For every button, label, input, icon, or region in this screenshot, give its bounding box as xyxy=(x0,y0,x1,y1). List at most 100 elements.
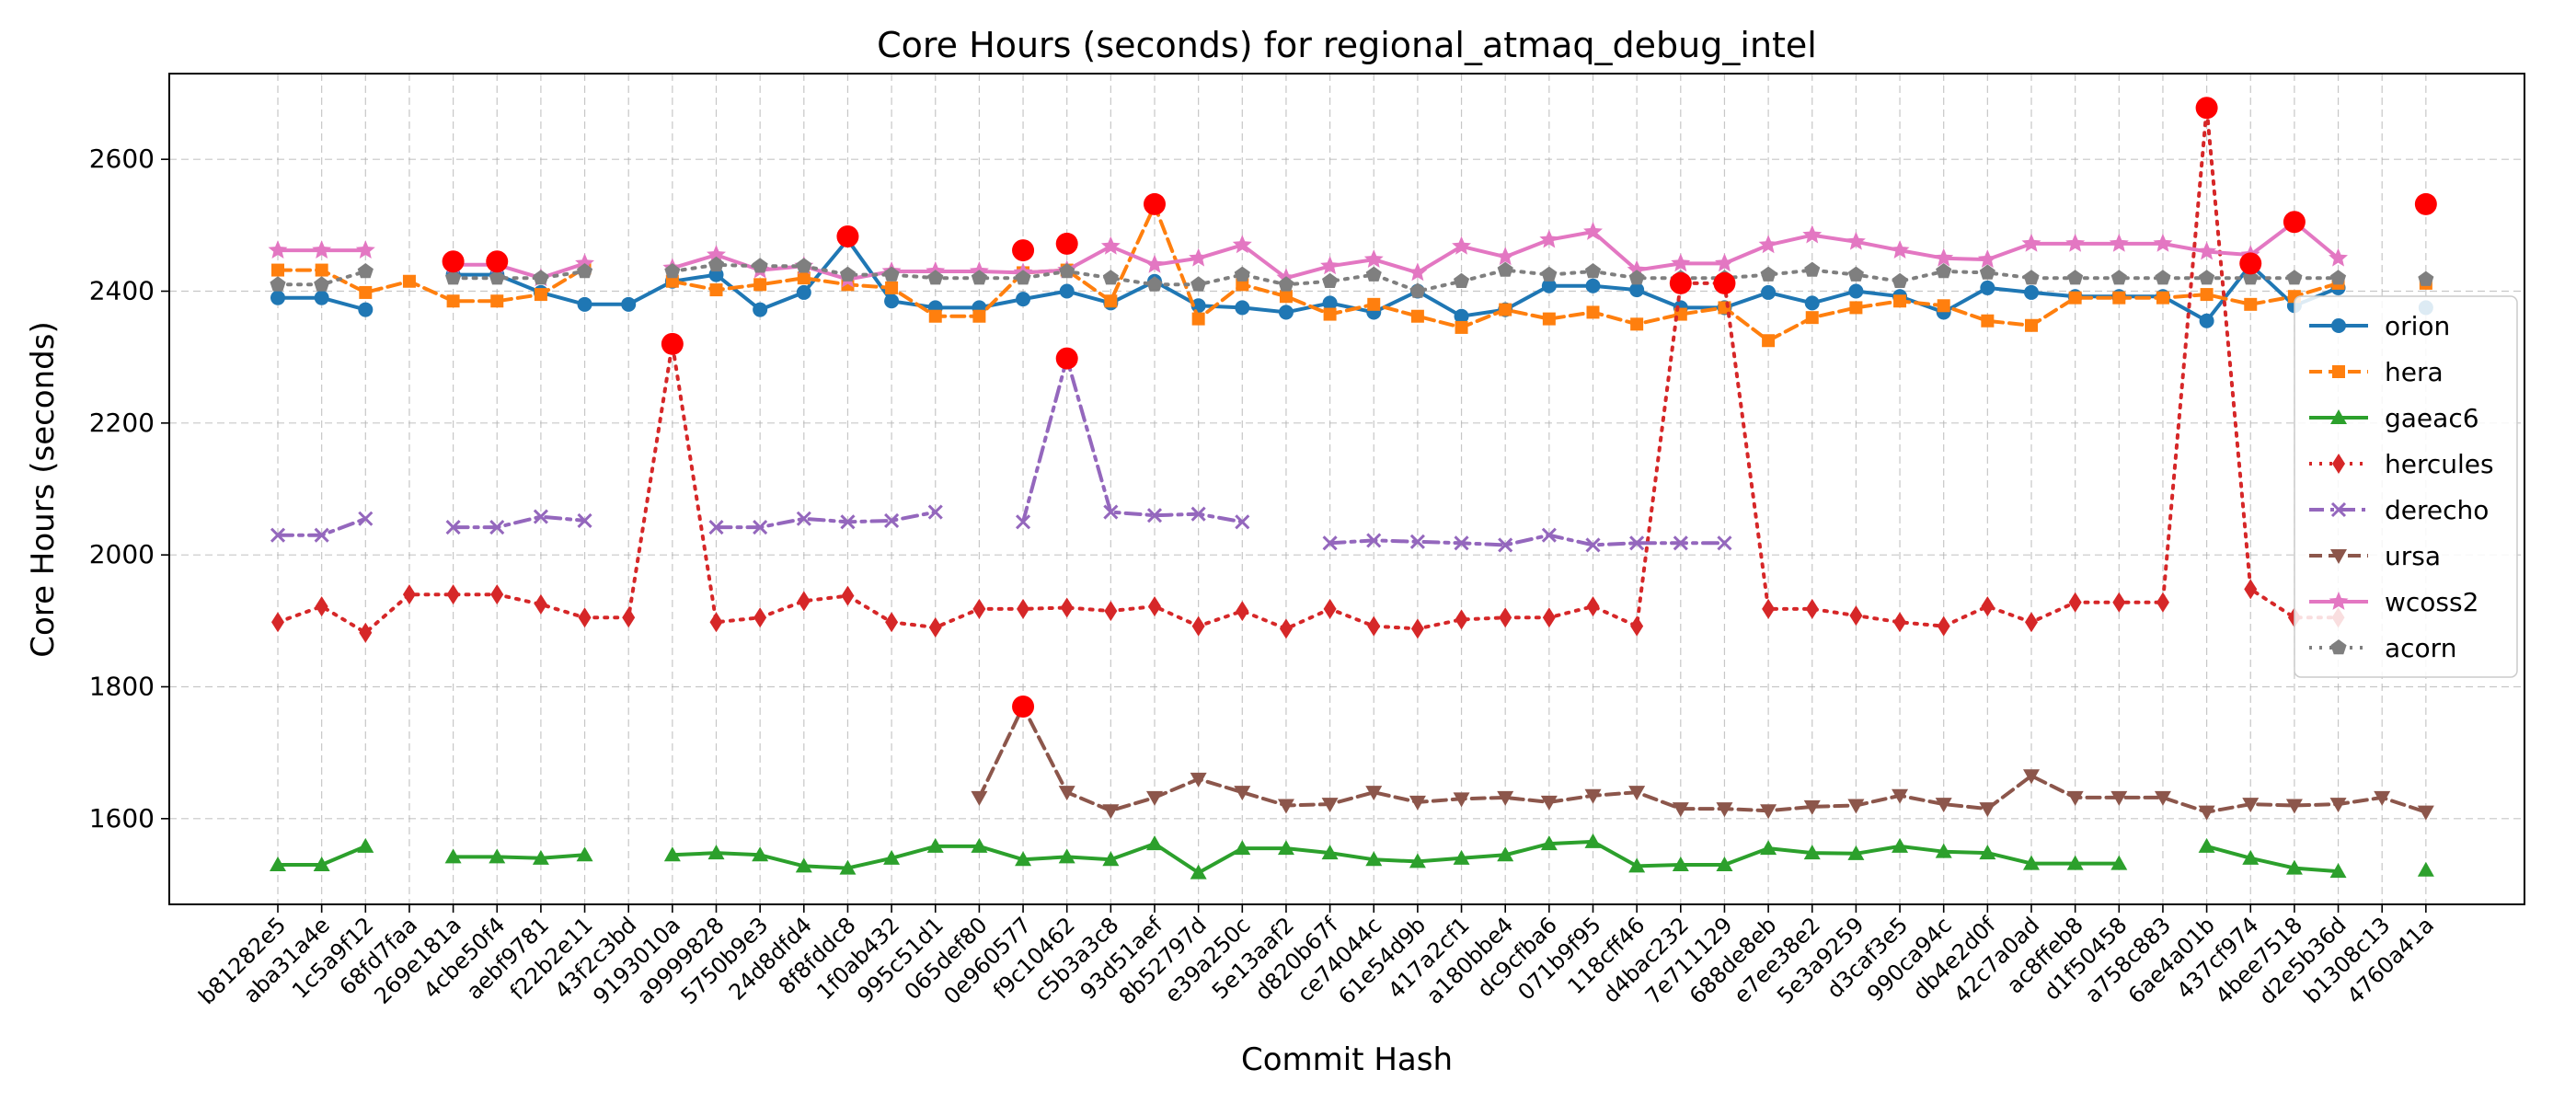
data-point-gaeac6 xyxy=(444,848,462,864)
data-point-gaeac6 xyxy=(1015,851,1032,867)
data-point-derecho xyxy=(708,520,724,535)
highlight-point xyxy=(836,225,859,248)
y-tick-label: 2000 xyxy=(89,539,155,569)
data-point-gaeac6 xyxy=(489,848,506,864)
data-point-gaeac6 xyxy=(707,845,725,860)
series-line-derecho xyxy=(1328,533,1727,547)
data-point-hercules xyxy=(1937,615,1950,637)
highlight-point xyxy=(1055,232,1078,255)
data-point-derecho xyxy=(1454,535,1469,551)
data-point-acorn xyxy=(2023,270,2040,285)
data-point-hercules xyxy=(1762,598,1776,619)
data-point-acorn xyxy=(1409,282,1426,298)
data-point-acorn xyxy=(707,256,725,272)
data-point-derecho xyxy=(1673,535,1688,551)
data-point-hercules xyxy=(1981,596,1995,617)
data-point-acorn xyxy=(883,266,900,282)
data-point-hercules xyxy=(490,584,504,605)
data-point-hera xyxy=(1542,312,1556,326)
y-tick-label: 2200 xyxy=(89,408,155,438)
data-point-hera xyxy=(1367,297,1381,311)
series-line-acorn xyxy=(451,270,587,281)
plot-frame xyxy=(168,73,2525,905)
data-point-acorn xyxy=(839,266,856,282)
data-point-hera xyxy=(1191,312,1205,326)
highlight-point xyxy=(2239,252,2262,275)
data-point-gaeac6 xyxy=(2023,855,2040,870)
y-tick-label: 1600 xyxy=(89,803,155,834)
data-point-ursa xyxy=(1409,795,1426,811)
data-point-hercules xyxy=(2025,612,2038,633)
data-point-gaeac6 xyxy=(1628,857,1646,873)
data-point-gaeac6 xyxy=(1892,837,1909,853)
data-point-acorn xyxy=(2418,270,2434,286)
data-point-wcoss2 xyxy=(1802,224,1823,244)
data-point-gaeac6 xyxy=(1803,845,1821,860)
data-point-ursa xyxy=(1321,798,1339,813)
data-point-hercules xyxy=(1455,609,1468,630)
data-point-derecho xyxy=(1585,537,1601,553)
data-point-hercules xyxy=(709,612,723,633)
data-point-hercules xyxy=(1805,598,1819,619)
data-point-ursa xyxy=(971,790,988,806)
data-point-ursa xyxy=(1453,792,1470,808)
data-point-hercules xyxy=(578,607,592,628)
data-point-orion xyxy=(1016,292,1031,307)
series-line-gaeac6 xyxy=(451,853,587,860)
data-point-wcoss2 xyxy=(1758,235,1778,254)
data-point-hercules xyxy=(1104,601,1118,622)
data-point-gaeac6 xyxy=(971,837,988,853)
data-point-ursa xyxy=(1277,799,1294,814)
plot-area xyxy=(169,74,2524,904)
legend-box xyxy=(2294,295,2518,678)
data-point-ursa xyxy=(2374,790,2391,806)
data-point-gaeac6 xyxy=(2329,863,2347,879)
legend-item-derecho: derecho xyxy=(2309,495,2489,525)
data-point-hercules xyxy=(885,612,899,633)
highlight-point xyxy=(1055,347,1078,370)
highlight-point xyxy=(2283,211,2306,234)
legend-item-wcoss2: wcoss2 xyxy=(2309,587,2478,617)
data-point-derecho xyxy=(884,512,900,528)
data-point-ursa xyxy=(1760,804,1777,820)
data-point-ursa xyxy=(1058,786,1075,801)
data-point-hercules xyxy=(315,596,328,617)
legend-item-orion: orion xyxy=(2309,311,2450,341)
data-point-ursa xyxy=(2023,769,2040,785)
data-point-hera xyxy=(972,309,986,323)
data-point-wcoss2 xyxy=(1977,249,1997,268)
data-point-hera xyxy=(885,281,899,294)
data-point-hera xyxy=(315,263,328,277)
data-point-gaeac6 xyxy=(2110,855,2128,870)
data-point-gaeac6 xyxy=(1847,845,1865,860)
legend-label-derecho: derecho xyxy=(2385,495,2489,525)
data-point-acorn xyxy=(2155,270,2171,285)
data-point-gaeac6 xyxy=(357,837,374,853)
data-point-acorn xyxy=(1892,272,1908,288)
legend: orion hera gaeac6 hercules derecho ursa wcoss2… xyxy=(2294,295,2518,678)
data-point-hercules xyxy=(753,607,767,628)
data-point-derecho xyxy=(796,511,811,526)
data-point-wcoss2 xyxy=(2065,233,2086,252)
data-point-acorn xyxy=(664,263,681,279)
data-point-acorn xyxy=(314,276,330,292)
y-tick-label: 2600 xyxy=(89,144,155,174)
data-point-acorn xyxy=(796,258,812,273)
data-point-gaeac6 xyxy=(2417,861,2434,877)
highlight-point xyxy=(661,332,684,355)
data-point-wcoss2 xyxy=(2109,233,2129,252)
data-point-orion xyxy=(358,302,374,317)
data-point-derecho xyxy=(1498,537,1513,553)
data-point-derecho xyxy=(1409,534,1425,549)
data-point-wcoss2 xyxy=(2153,233,2173,252)
data-point-hera xyxy=(446,294,460,308)
data-point-gaeac6 xyxy=(839,859,857,875)
data-point-hercules xyxy=(1893,612,1907,633)
data-point-orion xyxy=(1278,305,1294,320)
data-point-hercules xyxy=(622,607,636,628)
data-point-wcoss2 xyxy=(1715,253,1734,272)
series-line-derecho xyxy=(1021,356,1245,524)
data-point-wcoss2 xyxy=(1100,236,1121,255)
data-point-hera xyxy=(753,278,767,292)
